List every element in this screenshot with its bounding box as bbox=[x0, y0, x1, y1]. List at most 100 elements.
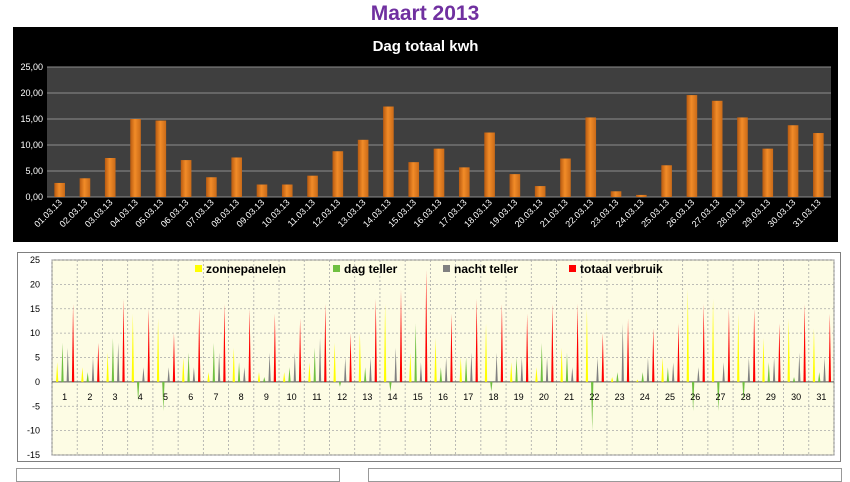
chart2-bar-totaal-verbruik bbox=[147, 308, 150, 382]
chart2-y-tick-label: 5 bbox=[35, 353, 40, 363]
chart2-x-tick-label: 11 bbox=[312, 392, 321, 402]
chart2-bar-dag-teller bbox=[414, 323, 417, 382]
chart1-bar bbox=[130, 119, 141, 197]
chart2-y-tick-label: 25 bbox=[30, 255, 40, 265]
chart2-bar-dag-teller bbox=[111, 338, 115, 382]
chart1-y-tick-label: 25,00 bbox=[20, 62, 43, 72]
chart2-bar-totaal-verbruik bbox=[475, 299, 478, 382]
chart1-bar bbox=[534, 186, 546, 197]
chart2-bar-nacht-teller bbox=[394, 347, 397, 382]
chart2-legend-label: totaal verbruik bbox=[580, 262, 663, 276]
chart2-bar-zonnepanelen bbox=[812, 328, 816, 382]
chart2-x-tick-label: 1 bbox=[62, 392, 67, 402]
chart2-bar-dag-teller bbox=[288, 367, 291, 382]
chart2-legend-swatch bbox=[333, 265, 340, 272]
chart1-bar bbox=[711, 100, 723, 197]
chart2-bar-zonnepanelen bbox=[762, 338, 765, 382]
chart2-bar-dag-teller bbox=[767, 362, 770, 382]
chart2-bar-zonnepanelen bbox=[156, 318, 160, 382]
chart2-bar-dag-teller bbox=[616, 372, 619, 382]
chart1-bar bbox=[231, 157, 242, 197]
chart1-bar bbox=[357, 139, 369, 197]
chart2-bar-nacht-teller bbox=[722, 362, 725, 382]
chart2-y-tick-label: 0 bbox=[35, 377, 40, 387]
chart2-bar-dag-teller bbox=[162, 381, 165, 412]
chart2-bar-zonnepanelen bbox=[207, 372, 210, 382]
chart2-y-tick-label: -10 bbox=[27, 426, 40, 436]
chart2-bar-totaal-verbruik bbox=[349, 333, 352, 382]
chart2-bar-nacht-teller bbox=[697, 367, 700, 382]
bottom-panel-left bbox=[16, 468, 340, 482]
chart2-bar-totaal-verbruik bbox=[198, 308, 201, 382]
chart2-bar-zonnepanelen bbox=[81, 367, 84, 382]
chart2-bar-totaal-verbruik bbox=[425, 269, 428, 382]
chart2-bar-dag-teller bbox=[691, 381, 695, 412]
chart2-bar-totaal-verbruik bbox=[97, 342, 100, 382]
chart2-bar-zonnepanelen bbox=[711, 299, 715, 382]
bottom-panel-right bbox=[368, 468, 842, 482]
chart2-bar-totaal-verbruik bbox=[702, 303, 705, 382]
chart1-y-tick-label: 20,00 bbox=[20, 88, 43, 98]
chart2-x-tick-label: 15 bbox=[413, 392, 423, 402]
chart2-x-tick-label: 13 bbox=[362, 392, 372, 402]
chart2-bar-dag-teller bbox=[61, 342, 64, 382]
chart2-bar-totaal-verbruik bbox=[172, 333, 176, 382]
chart2-bar-dag-teller bbox=[263, 377, 266, 382]
chart2-bar-nacht-teller bbox=[268, 352, 271, 382]
chart2-bar-nacht-teller bbox=[520, 357, 523, 382]
chart2-y-tick-label: 20 bbox=[30, 279, 40, 289]
chart2-bar-totaal-verbruik bbox=[652, 328, 655, 382]
chart1-title: Dag totaal kwh bbox=[373, 38, 479, 55]
chart2-bar-zonnepanelen bbox=[459, 357, 462, 382]
chart2-bar-nacht-teller bbox=[142, 367, 145, 382]
chart2-x-tick-label: 8 bbox=[239, 392, 244, 402]
chart1-bar bbox=[636, 194, 647, 197]
chart2-bar-dag-teller bbox=[490, 381, 493, 392]
chart2-x-tick-label: 12 bbox=[337, 392, 347, 402]
chart2-x-tick-label: 5 bbox=[163, 392, 168, 402]
chart2-bar-totaal-verbruik bbox=[71, 303, 75, 382]
chart2-bar-dag-teller bbox=[364, 367, 367, 382]
chart2-bar-zonnepanelen bbox=[585, 308, 589, 382]
chart2-legend-label: nacht teller bbox=[454, 262, 518, 276]
chart2-bar-totaal-verbruik bbox=[324, 303, 327, 382]
chart2-legend-swatch bbox=[443, 265, 450, 272]
chart1-bar bbox=[104, 158, 116, 197]
chart2-bar-dag-teller bbox=[565, 352, 569, 382]
chart2-bar-zonnepanelen bbox=[409, 352, 412, 382]
chart2-bar-totaal-verbruik bbox=[803, 303, 806, 382]
chart2-bar-zonnepanelen bbox=[484, 323, 488, 382]
chart2-bar-zonnepanelen bbox=[106, 352, 109, 382]
chart2-bar-totaal-verbruik bbox=[273, 313, 277, 382]
chart1-bar bbox=[256, 184, 268, 197]
chart2-bar-zonnepanelen bbox=[535, 367, 538, 382]
chart2-bar-nacht-teller bbox=[293, 352, 296, 382]
chart2-bar-nacht-teller bbox=[772, 357, 776, 382]
chart2-bar-dag-teller bbox=[212, 342, 215, 382]
chart2-bar-nacht-teller bbox=[91, 357, 95, 382]
chart1-bar bbox=[79, 178, 91, 197]
chart1-bar bbox=[180, 160, 192, 197]
chart2-bar-nacht-teller bbox=[798, 352, 801, 382]
chart1-bar bbox=[433, 148, 445, 197]
chart2-x-tick-label: 28 bbox=[741, 392, 751, 402]
chart2-bar-zonnepanelen bbox=[56, 362, 59, 382]
chart2-bar-dag-teller bbox=[439, 367, 443, 382]
chart2-bar-zonnepanelen bbox=[560, 347, 563, 382]
chart2-bar-nacht-teller bbox=[192, 367, 196, 382]
chart2-bar-totaal-verbruik bbox=[601, 333, 604, 382]
chart2-bar-dag-teller bbox=[591, 381, 594, 431]
chart1-y-tick-label: 15,00 bbox=[20, 114, 43, 124]
chart2-bar-nacht-teller bbox=[672, 362, 675, 382]
chart2-bar-zonnepanelen bbox=[686, 289, 689, 382]
chart1-bar bbox=[155, 120, 167, 197]
chart2-bar-totaal-verbruik bbox=[450, 313, 453, 382]
chart2-bar-totaal-verbruik bbox=[122, 299, 125, 382]
chart1-bar bbox=[281, 184, 293, 197]
chart2-bar-zonnepanelen bbox=[434, 338, 437, 382]
chart1-bar bbox=[509, 174, 521, 197]
chart2-bar-totaal-verbruik bbox=[374, 299, 377, 382]
chart2-bar-totaal-verbruik bbox=[828, 313, 832, 382]
chart2-bar-nacht-teller bbox=[545, 357, 549, 382]
chart2-bar-nacht-teller bbox=[318, 338, 322, 382]
